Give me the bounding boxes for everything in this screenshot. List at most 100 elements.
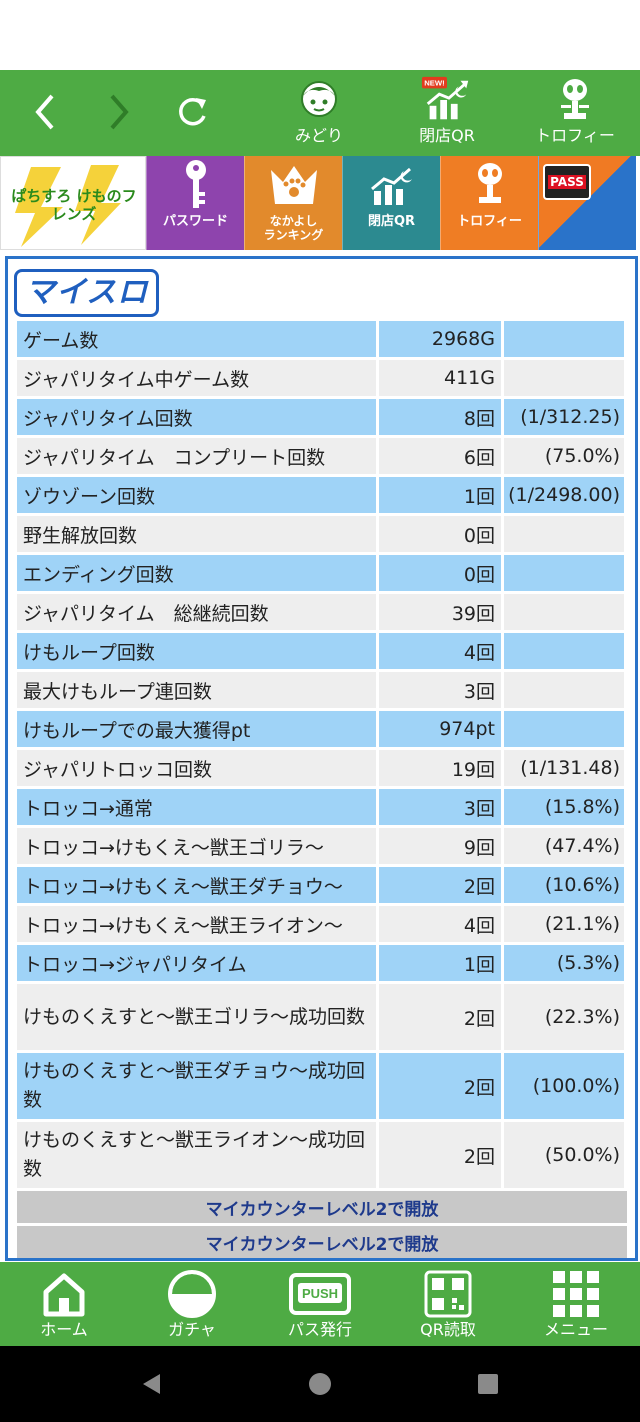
banner-ranking[interactable]: なかよし ランキング (244, 156, 342, 250)
stats-label: ゾウゾーン回数 (17, 477, 376, 513)
stats-label: ゲーム数 (17, 321, 376, 357)
tab-gacha[interactable]: ガチャ (128, 1262, 256, 1346)
stats-extra: (100.0%) (504, 1053, 624, 1119)
tab-pass-issue[interactable]: PUSH パス発行 (256, 1262, 384, 1346)
stats-row: けもループ回数 4回 (17, 633, 627, 669)
myslo-logo: マイスロ (14, 269, 164, 317)
banner-ranking-label: なかよし ランキング (263, 214, 324, 242)
stats-extra: (10.6%) (504, 867, 624, 903)
banner-closing-qr[interactable]: 閉店QR (342, 156, 440, 250)
pass-badge-text: PASS (548, 175, 586, 189)
stats-row: けものくえすと〜獣王ライオン〜成功回数 2回 (50.0%) (17, 1122, 627, 1188)
key-icon (147, 156, 244, 214)
stats-label: トロッコ→けもくえ〜獣王ダチョウ〜 (17, 867, 376, 903)
stats-label: ジャパリトロッコ回数 (17, 750, 376, 786)
stats-value: 39回 (379, 594, 501, 630)
stats-label: トロッコ→けもくえ〜獣王ライオン〜 (17, 906, 376, 942)
stats-value: 3回 (379, 672, 501, 708)
stats-value: 4回 (379, 906, 501, 942)
stats-value: 19回 (379, 750, 501, 786)
stats-value: 8回 (379, 399, 501, 435)
stats-label: 最大けもループ連回数 (17, 672, 376, 708)
stats-value: 0回 (379, 555, 501, 591)
stats-extra (504, 555, 624, 591)
stats-extra (504, 594, 624, 630)
stats-label: トロッコ→ジャパリタイム (17, 945, 376, 981)
banner-password-label: パスワード (162, 214, 228, 229)
locked-section-button[interactable]: マイカウンターレベル2で開放 (17, 1191, 627, 1223)
stats-extra: (21.1%) (504, 906, 624, 942)
character-icon (292, 76, 346, 124)
banner-trophy-label: トロフィー (457, 214, 522, 229)
stats-label: けものくえすと〜獣王ゴリラ〜成功回数 (17, 984, 376, 1050)
locked-section-button[interactable]: マイカウンターレベル2で開放 (17, 1226, 627, 1258)
tab-qr-read[interactable]: QR読取 (384, 1262, 512, 1346)
nav-trophy[interactable]: トロフィー (520, 76, 630, 152)
banner-trophy[interactable]: トロフィー (440, 156, 538, 250)
game-logo[interactable]: ぱちすろ けものフレンズ (0, 156, 146, 250)
nav-closing-qr-label: 閉店QR (419, 126, 475, 145)
stats-value: 974pt (379, 711, 501, 747)
banner-pass[interactable]: PASS (538, 156, 636, 250)
stats-row: ジャパリタイム回数 8回 (1/312.25) (17, 399, 627, 435)
system-recents-button[interactable] (476, 1372, 500, 1400)
tab-home-label: ホーム (40, 1320, 88, 1339)
nav-trophy-label: トロフィー (535, 126, 615, 145)
stats-row: トロッコ→通常 3回 (15.8%) (17, 789, 627, 825)
stats-row: けもループでの最大獲得pt 974pt (17, 711, 627, 747)
tab-home[interactable]: ホーム (0, 1262, 128, 1346)
stats-row: トロッコ→けもくえ〜獣王ゴリラ〜 9回 (47.4%) (17, 828, 627, 864)
svg-text:NEW!: NEW! (424, 79, 445, 88)
stats-label: エンディング回数 (17, 555, 376, 591)
stats-value: 4回 (379, 633, 501, 669)
stats-row: 最大けもループ連回数 3回 (17, 672, 627, 708)
reload-icon (179, 97, 206, 126)
stats-row: けものくえすと〜獣王ダチョウ〜成功回数 2回 (100.0%) (17, 1053, 627, 1119)
trophy-icon (548, 76, 602, 124)
myslo-panel: マイスロ ゲーム数 2968G ジャパリタイム中ゲーム数 411G ジャパリタイム回数 8… (5, 256, 638, 1261)
banner-password[interactable]: パスワード (146, 156, 244, 250)
stats-extra (504, 711, 624, 747)
tab-menu-label: メニュー (543, 1320, 608, 1339)
stats-label: けものくえすと〜獣王ライオン〜成功回数 (17, 1122, 376, 1188)
reload-button[interactable] (172, 92, 212, 132)
nav-closing-qr[interactable]: NEW! 閉店QR (392, 76, 502, 152)
stats-row: エンディング回数 0回 (17, 555, 627, 591)
gacha-ball-icon (128, 1262, 256, 1320)
stats-label: トロッコ→通常 (17, 789, 376, 825)
stats-extra (504, 321, 624, 357)
trophy-icon (441, 156, 538, 214)
forward-button[interactable] (98, 92, 138, 132)
stats-label: トロッコ→けもくえ〜獣王ゴリラ〜 (17, 828, 376, 864)
svg-text:PUSH: PUSH (302, 1286, 338, 1301)
stats-row: けものくえすと〜獣王ゴリラ〜成功回数 2回 (22.3%) (17, 984, 627, 1050)
stats-label: ジャパリタイム 総継続回数 (17, 594, 376, 630)
stats-value: 6回 (379, 438, 501, 474)
stats-label: 野生解放回数 (17, 516, 376, 552)
stats-extra: (5.3%) (504, 945, 624, 981)
tab-pass-issue-label: パス発行 (287, 1320, 352, 1339)
stats-extra: (75.0%) (504, 438, 624, 474)
triangle-back-icon (143, 1374, 160, 1394)
back-button[interactable] (26, 92, 66, 132)
stats-label: けもループでの最大獲得pt (17, 711, 376, 747)
stats-row: ゾウゾーン回数 1回 (1/2498.00) (17, 477, 627, 513)
stats-row: ジャパリタイム コンプリート回数 6回 (75.0%) (17, 438, 627, 474)
system-home-button[interactable] (308, 1372, 332, 1400)
stats-value: 411G (379, 360, 501, 396)
tab-menu[interactable]: メニュー (512, 1262, 640, 1346)
tab-qr-read-label: QR読取 (420, 1320, 476, 1339)
system-back-button[interactable] (140, 1372, 164, 1400)
chevron-right-icon (110, 94, 129, 130)
stats-value: 2回 (379, 1122, 501, 1188)
stats-label: ジャパリタイム中ゲーム数 (17, 360, 376, 396)
stats-value: 2回 (379, 867, 501, 903)
stats-extra: (1/312.25) (504, 399, 624, 435)
chart-moon-icon: NEW! (420, 76, 474, 124)
stats-extra: (1/2498.00) (504, 477, 624, 513)
nav-midori[interactable]: みどり (264, 76, 374, 152)
stats-label: けもループ回数 (17, 633, 376, 669)
stats-value: 1回 (379, 477, 501, 513)
stats-value: 2回 (379, 984, 501, 1050)
stats-row: 野生解放回数 0回 (17, 516, 627, 552)
